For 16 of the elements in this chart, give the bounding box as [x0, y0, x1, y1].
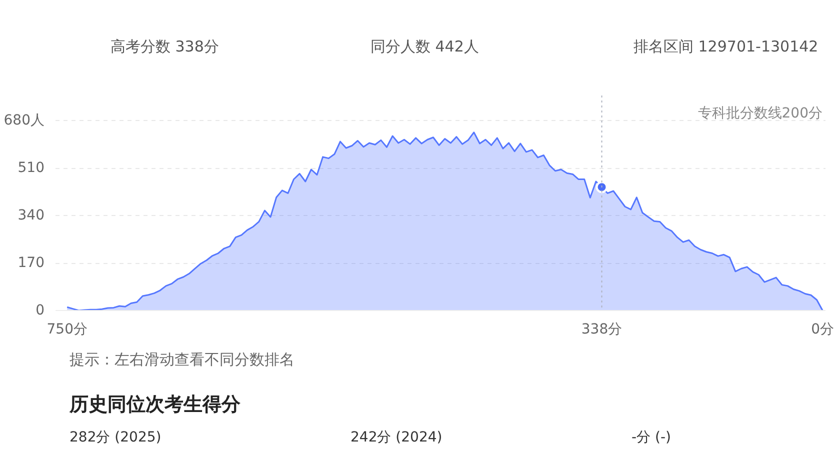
text: 同分人数 442人 [370, 38, 479, 56]
text: -分 (-) [632, 430, 671, 446]
y-tick-label: 340 [18, 208, 45, 224]
text: 历史同位次考生得分 [68, 394, 242, 416]
x-tick-label: 750分 [46, 322, 88, 338]
y-tick-label: 0 [36, 302, 45, 318]
x-tick-label: 0分 [811, 322, 834, 338]
y-tick-label: 170 [18, 255, 45, 272]
x-tick-label: 338分 [581, 322, 622, 338]
text: 排名区间 129701-130142 [634, 38, 818, 56]
text: 242分 (2024) [350, 430, 442, 446]
text: 282分 (2025) [70, 430, 162, 446]
text: 高考分数 338分 [110, 38, 219, 56]
y-tick-label: 680人 [4, 112, 45, 129]
annotation: 专科批分数线200分 [698, 106, 823, 122]
y-tick-label: 510 [18, 160, 45, 176]
